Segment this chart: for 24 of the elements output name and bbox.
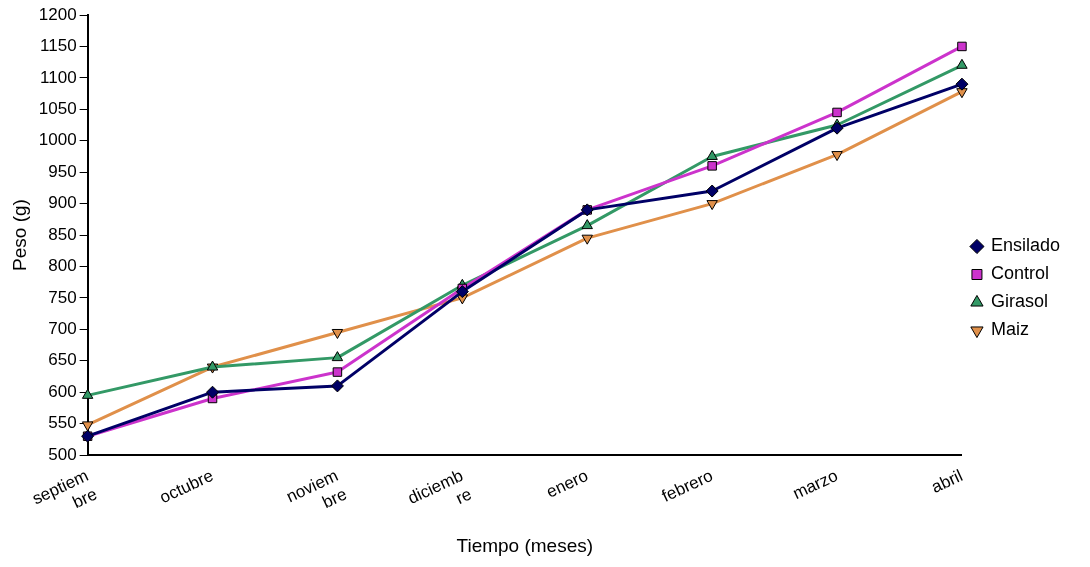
y-tick-label: 850 [48,224,77,244]
x-axis-title: Tiempo (meses) [456,534,594,556]
x-tick-label: abril [928,465,966,497]
legend-label: Girasol [990,291,1048,312]
y-tick-label: 650 [48,350,77,370]
y-tick-label: 600 [48,381,77,401]
y-tick-label: 500 [48,444,77,464]
x-tick-label: marzo [789,465,841,504]
y-tick-label: 1200 [38,4,77,24]
legend-label: Ensilado [990,235,1060,256]
y-tick-label: 1100 [40,67,77,87]
y-tick-label: 1050 [38,98,77,118]
y-tick-label: 950 [48,161,77,181]
y-tick-label: 800 [48,256,77,276]
legend-label: Maiz [990,319,1029,340]
y-tick-label: 1150 [40,36,77,56]
y-tick-label: 900 [48,193,77,213]
y-tick-label: 750 [48,287,77,307]
y-tick-label: 550 [48,413,77,433]
y-tick-label: 700 [48,319,77,339]
legend-label: Control [990,263,1049,284]
y-tick-label: 1000 [38,130,77,150]
x-tick-label: enero [543,465,591,502]
y-axis-title: Peso (g) [8,199,30,271]
